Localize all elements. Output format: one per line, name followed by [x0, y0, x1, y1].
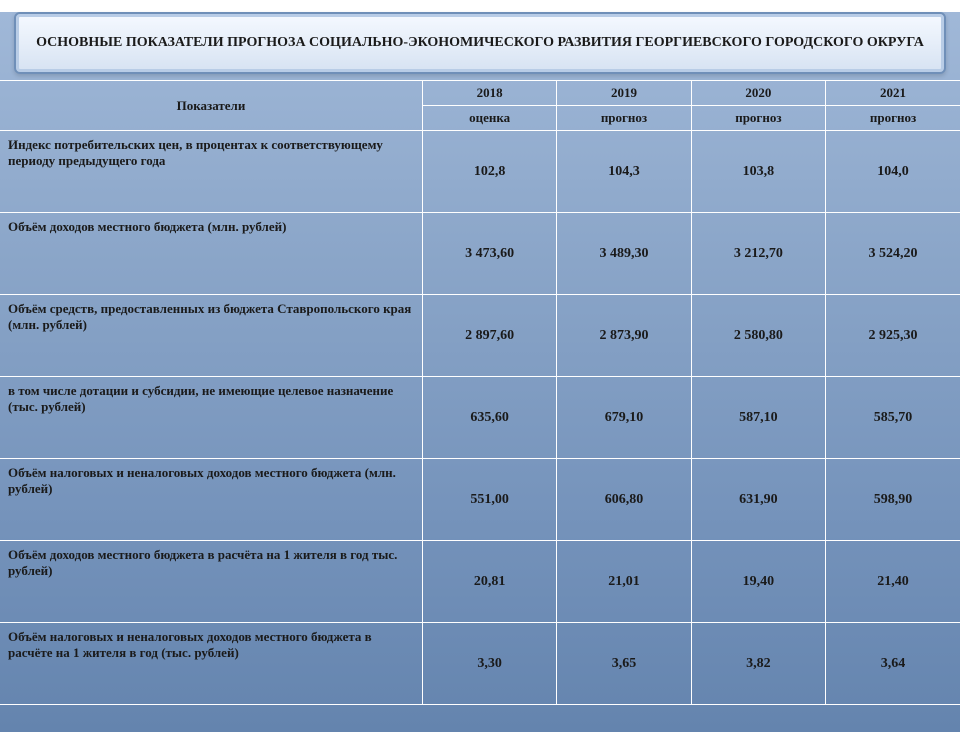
- table-body: Индекс потребительских цен, в процентах …: [0, 131, 960, 705]
- col-header-year: 2020: [691, 81, 825, 106]
- indicator-cell: Объём доходов местного бюджета в расчёта…: [0, 541, 422, 623]
- col-subheader: прогноз: [557, 106, 691, 131]
- value-cell: 3,30: [422, 623, 556, 705]
- value-cell: 104,0: [826, 131, 960, 213]
- col-header-indicator: Показатели: [0, 81, 422, 131]
- value-cell: 635,60: [422, 377, 556, 459]
- table-row: в том числе дотации и субсидии, не имеющ…: [0, 377, 960, 459]
- value-cell: 21,01: [557, 541, 691, 623]
- value-cell: 2 925,30: [826, 295, 960, 377]
- value-cell: 2 897,60: [422, 295, 556, 377]
- col-header-year: 2018: [422, 81, 556, 106]
- value-cell: 19,40: [691, 541, 825, 623]
- value-cell: 3,65: [557, 623, 691, 705]
- value-cell: 3,64: [826, 623, 960, 705]
- value-cell: 20,81: [422, 541, 556, 623]
- value-cell: 2 873,90: [557, 295, 691, 377]
- value-cell: 102,8: [422, 131, 556, 213]
- value-cell: 631,90: [691, 459, 825, 541]
- table-row: Объём налоговых и неналоговых доходов ме…: [0, 623, 960, 705]
- value-cell: 103,8: [691, 131, 825, 213]
- value-cell: 104,3: [557, 131, 691, 213]
- value-cell: 3 473,60: [422, 213, 556, 295]
- value-cell: 3 524,20: [826, 213, 960, 295]
- indicator-cell: Объём средств, предоставленных из бюджет…: [0, 295, 422, 377]
- value-cell: 2 580,80: [691, 295, 825, 377]
- value-cell: 3 489,30: [557, 213, 691, 295]
- value-cell: 598,90: [826, 459, 960, 541]
- indicator-cell: Объём налоговых и неналоговых доходов ме…: [0, 459, 422, 541]
- slide: ОСНОВНЫЕ ПОКАЗАТЕЛИ ПРОГНОЗА СОЦИАЛЬНО-Э…: [0, 12, 960, 732]
- value-cell: 679,10: [557, 377, 691, 459]
- value-cell: 21,40: [826, 541, 960, 623]
- value-cell: 3 212,70: [691, 213, 825, 295]
- col-header-year: 2019: [557, 81, 691, 106]
- indicator-cell: в том числе дотации и субсидии, не имеющ…: [0, 377, 422, 459]
- value-cell: 551,00: [422, 459, 556, 541]
- col-subheader: прогноз: [691, 106, 825, 131]
- col-header-year: 2021: [826, 81, 960, 106]
- value-cell: 587,10: [691, 377, 825, 459]
- table-row: Объём средств, предоставленных из бюджет…: [0, 295, 960, 377]
- col-subheader: прогноз: [826, 106, 960, 131]
- indicator-cell: Объём налоговых и неналоговых доходов ме…: [0, 623, 422, 705]
- indicator-cell: Объём доходов местного бюджета (млн. руб…: [0, 213, 422, 295]
- table-row: Объём доходов местного бюджета в расчёта…: [0, 541, 960, 623]
- col-subheader: оценка: [422, 106, 556, 131]
- value-cell: 3,82: [691, 623, 825, 705]
- slide-title: ОСНОВНЫЕ ПОКАЗАТЕЛИ ПРОГНОЗА СОЦИАЛЬНО-Э…: [14, 12, 946, 74]
- table-row: Индекс потребительских цен, в процентах …: [0, 131, 960, 213]
- table-row: Объём налоговых и неналоговых доходов ме…: [0, 459, 960, 541]
- forecast-table: Показатели 2018 2019 2020 2021 оценка пр…: [0, 80, 960, 705]
- table-row: Объём доходов местного бюджета (млн. руб…: [0, 213, 960, 295]
- indicator-cell: Индекс потребительских цен, в процентах …: [0, 131, 422, 213]
- table-header: Показатели 2018 2019 2020 2021 оценка пр…: [0, 81, 960, 131]
- value-cell: 585,70: [826, 377, 960, 459]
- value-cell: 606,80: [557, 459, 691, 541]
